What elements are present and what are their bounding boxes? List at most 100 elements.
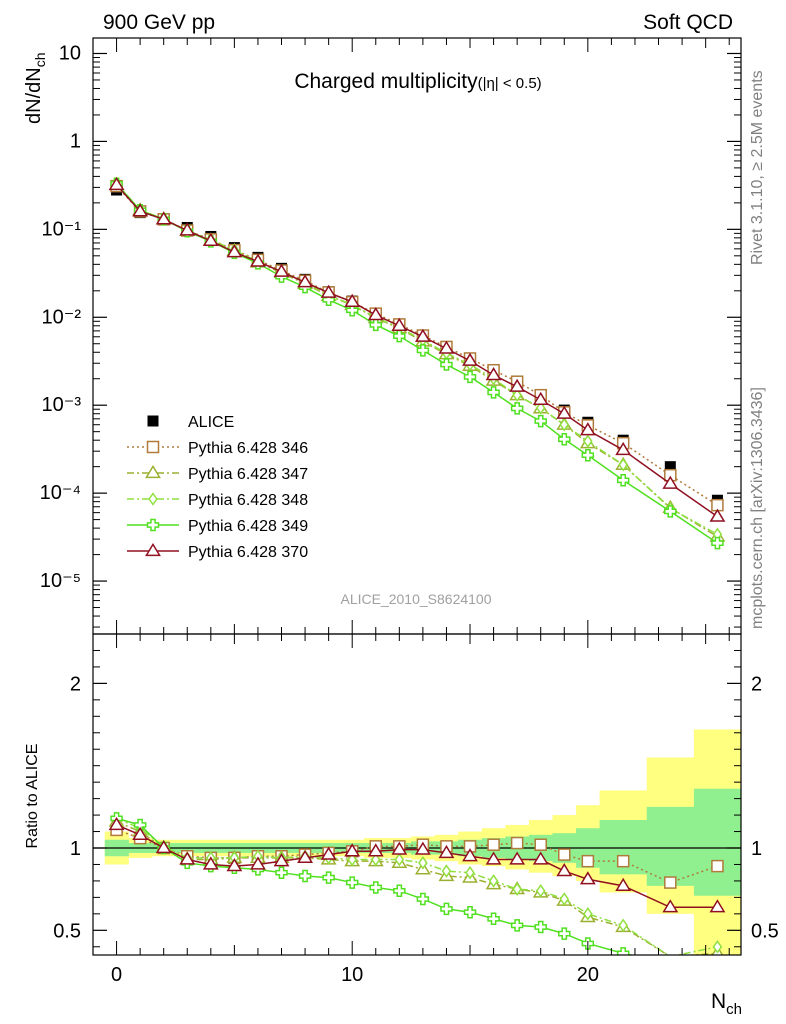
ratio-series-4-point-9: [320, 846, 337, 860]
main-series-5-point-0: [108, 176, 125, 191]
ratio-series-3-point-12: [393, 884, 406, 898]
main-series-4-point-15: [463, 370, 477, 384]
ratio-frame: [92, 633, 742, 956]
side-note-top: Rivet 3.1.10, ≥ 2.5M events: [749, 70, 766, 265]
ratio-band-inner-23: [693, 788, 741, 896]
analysis-id-label: ALICE_2010_S8624100: [340, 591, 491, 607]
ratio-series-4-point-5: [226, 858, 243, 872]
main-series-3-point-18: [535, 401, 546, 415]
main-series-5-point-16: [485, 367, 502, 381]
ratio-series-4-point-10: [344, 843, 361, 857]
legend-marker-3: [148, 492, 158, 506]
main-series-5-point-10: [344, 293, 361, 307]
main-series-4-point-19: [558, 432, 571, 446]
main-series-4-point-13: [416, 344, 430, 357]
ratio-series-2-point-19: [559, 892, 570, 906]
ratio-panel: 0.5 0.51 12 20 10 20 Ratio to ALICE Nch: [24, 633, 779, 1018]
main-ytick-label-0: 10: [59, 42, 81, 64]
ratio-series-2-point-11: [370, 852, 381, 867]
main-series-5-point-9: [320, 284, 337, 298]
ratio-xlabel-sub: ch: [726, 1001, 742, 1018]
ratio-series-0-point-19: [558, 848, 571, 861]
main-series-5-point-13: [414, 328, 431, 342]
ratio-xlabel-text: N: [711, 990, 726, 1013]
ratio-series-2-point-10: [347, 852, 357, 867]
legend-marker-5: [145, 542, 161, 557]
ratio-series-4-point-4: [202, 856, 219, 870]
main-panel: 10 1 10⁻¹ 10⁻² 10⁻³ 10⁻⁴ 10⁻⁵ Charged multipli…: [23, 37, 742, 635]
main-series-5-point-8: [297, 274, 313, 288]
legend-label-2: Pythia 6.428 347: [188, 466, 308, 483]
main-series-5-point-17: [509, 378, 526, 392]
ratio-plot-area: [93, 729, 741, 955]
main-series-5-point-20: [579, 422, 596, 436]
ratio-series-2-point-13: [418, 856, 428, 870]
ratio-series-2-point-14: [441, 864, 452, 878]
ratio-ytick-label-right-0: 0.5: [751, 920, 779, 942]
ratio-series-3-point-16: [487, 912, 500, 926]
ratio-ytick-label-right-2: 2: [751, 673, 762, 695]
ratio-series-3-point-7: [275, 866, 288, 879]
ratio-series-4-point-0: [108, 816, 125, 831]
main-axes: 10 1 10⁻¹ 10⁻² 10⁻³ 10⁻⁴ 10⁻⁵: [40, 38, 741, 634]
ratio-series-3-point-18: [534, 920, 547, 934]
main-series-5-point-22: [662, 475, 679, 489]
main-ylabel-sub: ch: [32, 53, 48, 68]
main-ytick-label-3: 10⁻²: [42, 306, 82, 328]
ratio-series-4-point-19: [556, 862, 573, 877]
ratio-series-4-point-6: [250, 856, 266, 870]
header-right: Soft QCD: [643, 11, 733, 34]
ratio-ytick-label-1: 1: [70, 838, 81, 860]
main-title: Charged multiplicity(|η| < 0.5): [294, 70, 541, 93]
main-series-3-point-21: [618, 457, 628, 472]
main-series-5-point-18: [532, 391, 549, 406]
main-series-5-point-1: [132, 203, 149, 217]
main-series-4-point-14: [440, 358, 453, 371]
ratio-series-4-point-18: [532, 851, 549, 865]
main-series-3-point-17: [512, 388, 522, 402]
ratio-series-2-point-18: [535, 883, 546, 898]
main-series-4-point-22: [664, 505, 677, 518]
ratio-ytick-label-2: 2: [70, 673, 81, 695]
ratio-xtick-label-1: 10: [341, 964, 363, 986]
ratio-series-4-point-20: [579, 871, 596, 885]
main-series-5-point-11: [367, 306, 384, 321]
ratio-series-2-point-12: [394, 852, 405, 867]
legend-marker-2: [145, 464, 161, 479]
ratio-series-0-point-22: [664, 876, 677, 889]
ratio-ytick-label-0: 0.5: [53, 920, 81, 942]
main-series-4-point-11: [369, 318, 383, 332]
legend-marker-0: [147, 415, 159, 427]
main-series-5-point-19: [556, 405, 573, 419]
ratio-series-2-point-21: [618, 918, 628, 933]
main-series-4-point-10: [345, 304, 359, 317]
ratio-series-3-point-11: [369, 881, 383, 894]
ratio-series-3-point-21: [616, 947, 630, 955]
ratio-series-4-point-7: [273, 853, 290, 867]
main-series-5-point-7: [273, 263, 290, 277]
main-series-5-point-4: [202, 232, 219, 246]
ratio-series-3-point-19: [558, 927, 571, 940]
ratio-series-4-point-12: [391, 841, 408, 855]
ratio-series-3-point-9: [322, 871, 335, 884]
main-ylabel: dN/dNch: [23, 53, 48, 125]
main-series-5-point-2: [155, 211, 172, 225]
legend: ALICE Pythia 6.428 346 Pythia 6.428 347 Pyt…: [127, 414, 308, 561]
ratio-xlabel: Nch: [711, 990, 742, 1018]
ratio-series-4-point-2: [155, 839, 172, 854]
ratio-series-0-point-21: [616, 854, 630, 868]
ratio-band-inner-22: [646, 806, 695, 886]
main-series-5-point-14: [438, 340, 455, 354]
main-ytick-label-2: 10⁻¹: [42, 218, 82, 240]
ratio-series-4-point-23: [709, 899, 726, 913]
main-series-4-point-18: [534, 414, 547, 428]
side-note-bottom: mcplots.cern.ch [arXiv:1306.3436]: [749, 387, 766, 629]
main-ylabel-text: dN/dN: [23, 67, 45, 124]
legend-label-3: Pythia 6.428 348: [188, 492, 308, 509]
ratio-series-4-point-15: [462, 848, 478, 862]
main-series-4-point-20: [581, 448, 595, 462]
legend-marker-4: [146, 518, 160, 532]
main-series-5-point-15: [462, 352, 478, 366]
main-series-4-point-17: [510, 402, 524, 415]
